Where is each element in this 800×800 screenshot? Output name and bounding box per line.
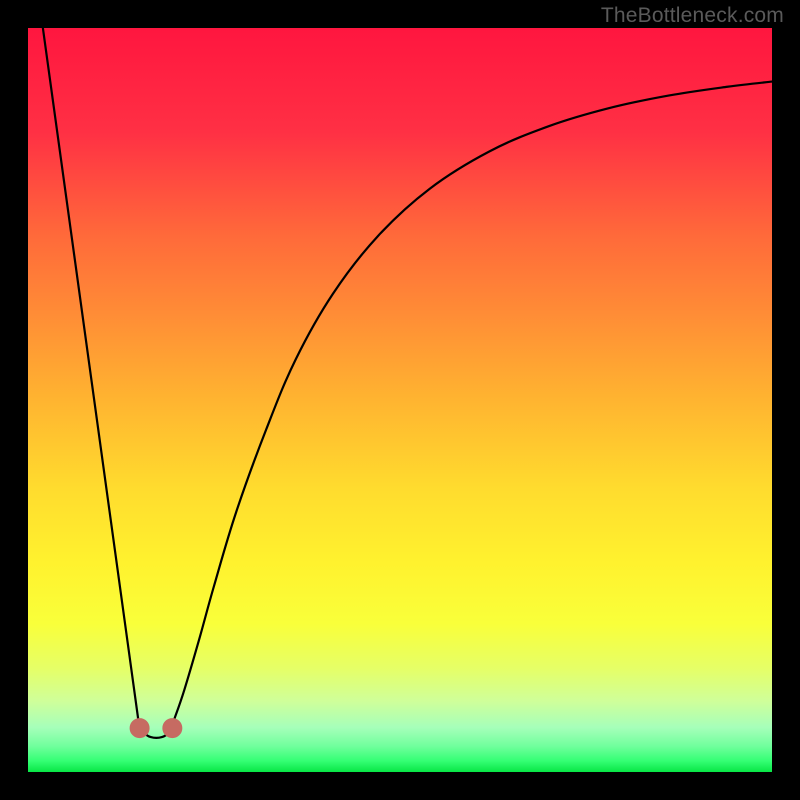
valley-marker bbox=[130, 719, 149, 738]
valley-marker bbox=[163, 719, 182, 738]
bottleneck-curve-chart bbox=[0, 0, 800, 800]
chart-container: TheBottleneck.com bbox=[0, 0, 800, 800]
watermark-text: TheBottleneck.com bbox=[601, 4, 784, 28]
plot-background bbox=[28, 28, 772, 772]
